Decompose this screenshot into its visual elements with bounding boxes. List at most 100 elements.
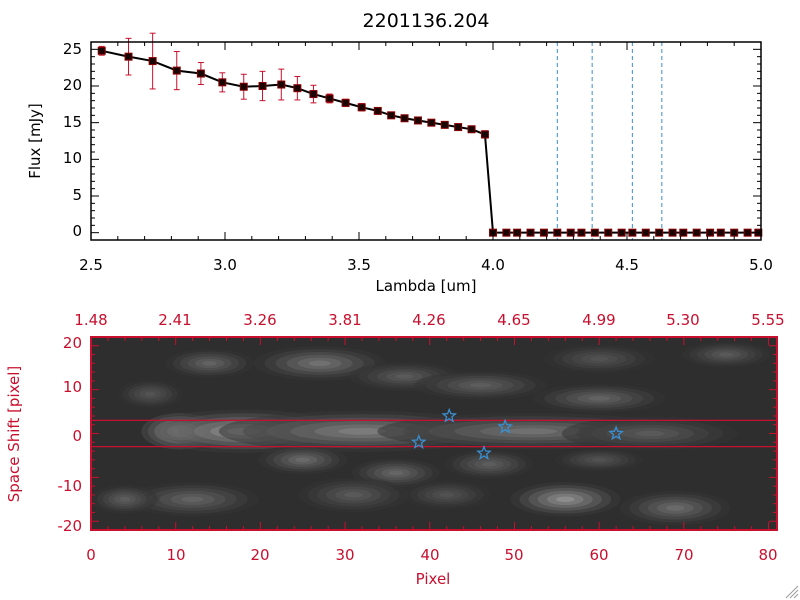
top-axis-tick-label: 4.26 xyxy=(412,311,445,329)
flux-data-point xyxy=(628,228,637,237)
spectrum-axes-frame xyxy=(90,41,762,241)
y-tick-label: 5 xyxy=(72,186,82,204)
y-tick-label: 20 xyxy=(63,334,82,352)
x-tick-label: 5.0 xyxy=(749,256,773,274)
flux-data-point xyxy=(730,228,739,237)
flux-data-point xyxy=(325,94,334,103)
space-shift-y-tick-labels: -20 -10 0 10 20 xyxy=(58,334,83,535)
flux-data-point xyxy=(706,228,715,237)
image-intensity-blob xyxy=(119,496,131,502)
spectrum-y-axis-label: Flux [mJy] xyxy=(26,103,44,179)
flux-data-point xyxy=(341,98,350,107)
image-tick-marks xyxy=(90,337,777,530)
y-tick-label: -10 xyxy=(58,477,83,495)
flux-data-point xyxy=(577,228,586,237)
flux-data-point xyxy=(440,120,449,129)
flux-data-point xyxy=(617,228,626,237)
flux-data-point xyxy=(400,114,409,123)
top-axis-tick-label: 5.30 xyxy=(666,311,699,329)
spectrum-panel: 2201136.204 2.5 3.0 3.5 4.0 4.5 5.0 0 5 … xyxy=(26,10,773,295)
y-tick-label: 10 xyxy=(63,378,82,396)
image-intensity-blob xyxy=(338,427,386,435)
flux-data-point xyxy=(172,66,181,75)
y-tick-label: 20 xyxy=(63,76,82,94)
resize-grip-icon[interactable] xyxy=(785,585,799,599)
spectrum-x-axis-label: Lambda [um] xyxy=(376,277,477,295)
flux-data-point xyxy=(480,130,489,139)
flux-data-point xyxy=(218,78,227,87)
x-tick-label: 10 xyxy=(166,546,185,564)
flux-data-point xyxy=(239,82,248,91)
top-axis-tick-label: 5.55 xyxy=(751,311,784,329)
x-tick-label: 50 xyxy=(504,546,523,564)
top-axis-tick-label: 2.41 xyxy=(158,311,191,329)
wavelength-top-axis-labels: 1.48 2.41 3.26 3.81 4.26 4.65 4.99 5.30 … xyxy=(74,311,784,329)
flux-data-point xyxy=(526,228,535,237)
flux-data-point xyxy=(668,228,677,237)
flux-data-point xyxy=(427,118,436,127)
y-tick-label: -20 xyxy=(58,517,83,535)
flux-data-point xyxy=(97,46,106,55)
image-intensity-blob xyxy=(588,396,611,401)
x-tick-label: 40 xyxy=(420,546,439,564)
image-intensity-blob xyxy=(556,496,575,503)
flux-data-point xyxy=(590,228,599,237)
flux-data-point xyxy=(124,52,133,61)
flux-data-point xyxy=(566,228,575,237)
x-tick-label: 80 xyxy=(758,546,777,564)
image-intensity-blob xyxy=(144,391,156,397)
spectrum-y-tick-labels: 0 5 10 15 20 25 xyxy=(63,40,82,240)
image-intensity-blob xyxy=(388,470,404,476)
flux-data-point xyxy=(513,228,522,237)
spectrum-x-tick-labels: 2.5 3.0 3.5 4.0 4.5 5.0 xyxy=(79,256,773,274)
star-marker xyxy=(497,418,514,434)
star-marker xyxy=(441,407,458,423)
pixel-x-axis-label: Pixel xyxy=(416,570,451,588)
top-axis-tick-label: 3.81 xyxy=(328,311,361,329)
flux-data-point xyxy=(293,84,302,93)
y-tick-label: 0 xyxy=(72,427,82,445)
line-position-markers xyxy=(410,407,625,460)
spectrum-title: 2201136.204 xyxy=(363,10,490,32)
top-axis-tick-label: 3.26 xyxy=(243,311,276,329)
image-intensity-features xyxy=(91,342,771,526)
x-tick-label: 4.0 xyxy=(481,256,505,274)
flux-data-point xyxy=(539,228,548,237)
star-marker xyxy=(410,434,427,449)
image-intensity-blob xyxy=(666,505,685,511)
flux-data-point xyxy=(373,106,382,115)
flux-data-point xyxy=(258,82,267,90)
y-tick-label: 15 xyxy=(63,113,82,131)
x-tick-label: 3.5 xyxy=(347,256,371,274)
flux-data-points xyxy=(97,46,763,237)
flux-data-point xyxy=(196,69,205,78)
extraction-aperture-lines xyxy=(91,419,777,448)
x-tick-label: 30 xyxy=(335,546,354,564)
spectral-line-markers xyxy=(556,42,663,240)
image-intensity-blob xyxy=(181,496,204,503)
flux-data-point xyxy=(655,228,664,237)
image-intensity-blob xyxy=(395,374,414,379)
pixel-x-tick-labels: 0 10 20 30 40 50 60 70 80 xyxy=(86,546,777,564)
image-intensity-blob xyxy=(202,360,217,366)
flux-data-point xyxy=(604,228,613,237)
space-shift-y-axis-label: Space Shift [pixel] xyxy=(5,366,23,503)
image-intensity-blob xyxy=(718,352,734,357)
x-tick-label: 3.0 xyxy=(213,256,237,274)
image-intensity-blob xyxy=(469,382,492,388)
x-tick-label: 2.5 xyxy=(79,256,103,274)
spectral-image-panel: 1.48 2.41 3.26 3.81 4.26 4.65 4.99 5.30 … xyxy=(5,311,785,588)
flux-data-point xyxy=(679,228,688,237)
spectrum-tick-marks xyxy=(90,42,762,240)
flux-data-point xyxy=(413,116,422,125)
flux-data-point xyxy=(716,228,725,237)
x-tick-label: 0 xyxy=(86,546,96,564)
flux-data-point xyxy=(357,103,366,112)
image-intensity-blob xyxy=(635,430,665,437)
flux-data-point xyxy=(743,228,752,237)
flux-series-line xyxy=(101,49,759,234)
image-intensity-blob xyxy=(591,457,607,462)
flux-data-point xyxy=(502,228,511,237)
image-intensity-blob xyxy=(308,360,331,367)
